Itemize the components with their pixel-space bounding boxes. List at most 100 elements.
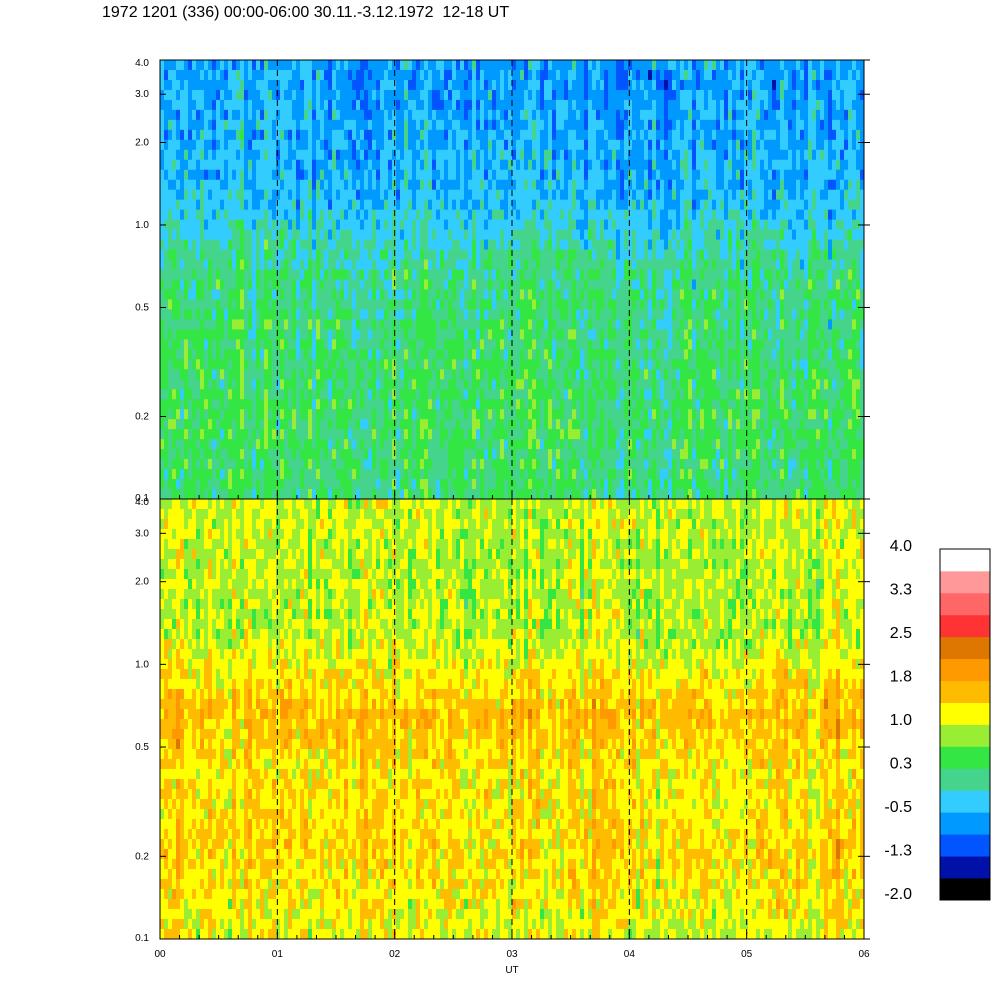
heatmap-cell	[468, 119, 473, 131]
heatmap-cell	[404, 489, 409, 500]
heatmap-cell	[276, 139, 281, 151]
heatmap-cell	[444, 309, 449, 320]
heatmap-cell	[540, 329, 545, 340]
heatmap-cell	[408, 119, 413, 131]
heatmap-cell	[520, 229, 525, 240]
heatmap-cell	[248, 179, 253, 191]
heatmap-cell	[428, 109, 433, 121]
heatmap-cell	[604, 299, 609, 310]
heatmap-cell	[460, 439, 465, 450]
heatmap-cell	[228, 429, 233, 440]
heatmap-cell	[508, 349, 513, 360]
heatmap-cell	[164, 60, 169, 71]
heatmap-cell	[304, 219, 309, 231]
heatmap-cell	[316, 369, 321, 380]
heatmap-cell	[520, 249, 525, 260]
heatmap-cell	[364, 489, 369, 500]
heatmap-cell	[596, 379, 601, 390]
heatmap-cell	[352, 409, 357, 420]
heatmap-cell	[264, 79, 269, 91]
heatmap-cell	[344, 199, 349, 211]
heatmap-cell	[344, 179, 349, 191]
heatmap-cell	[276, 379, 281, 390]
heatmap-cell	[408, 359, 413, 370]
heatmap-cell	[484, 179, 489, 191]
heatmap-cell	[200, 259, 205, 270]
heatmap-cell	[356, 349, 361, 360]
heatmap-cell	[476, 149, 481, 161]
heatmap-cell	[264, 479, 269, 490]
heatmap-cell	[452, 149, 457, 161]
heatmap-cell	[176, 119, 181, 131]
heatmap-cell	[352, 309, 357, 320]
heatmap-cell	[300, 449, 305, 460]
heatmap-cell	[308, 429, 313, 440]
heatmap-cell	[200, 369, 205, 380]
heatmap-cell	[364, 359, 369, 370]
heatmap-cell	[568, 479, 573, 490]
heatmap-cell	[188, 409, 193, 420]
heatmap-cell	[472, 189, 477, 201]
heatmap-cell	[288, 489, 293, 500]
heatmap-cell	[236, 239, 241, 250]
heatmap-cell	[456, 60, 461, 71]
heatmap-cell	[520, 469, 525, 480]
heatmap-cell	[400, 459, 405, 470]
heatmap-cell	[192, 439, 197, 450]
heatmap-cell	[472, 449, 477, 460]
heatmap-cell	[436, 159, 441, 171]
heatmap-cell	[484, 169, 489, 181]
heatmap-cell	[516, 319, 521, 330]
heatmap-cell	[260, 459, 265, 470]
heatmap-cell	[580, 489, 585, 500]
heatmap-cell	[444, 209, 449, 221]
heatmap-cell	[236, 60, 241, 71]
heatmap-cell	[596, 60, 601, 71]
heatmap-cell	[336, 339, 341, 350]
heatmap-cell	[488, 139, 493, 151]
heatmap-cell	[356, 489, 361, 500]
heatmap-cell	[608, 239, 613, 250]
heatmap-cell	[356, 419, 361, 430]
heatmap-cell	[532, 239, 537, 250]
heatmap-cell	[544, 309, 549, 320]
heatmap-cell	[424, 339, 429, 350]
heatmap-cell	[520, 389, 525, 400]
heatmap-cell	[380, 369, 385, 380]
heatmap-cell	[576, 229, 581, 240]
heatmap-cell	[596, 419, 601, 430]
heatmap-cell	[424, 299, 429, 310]
heatmap-cell	[192, 289, 197, 300]
heatmap-cell	[172, 239, 177, 250]
heatmap-cell	[508, 239, 513, 250]
heatmap-cell	[220, 139, 225, 151]
heatmap-cell	[344, 109, 349, 121]
heatmap-cell	[324, 299, 329, 310]
heatmap-cell	[336, 439, 341, 450]
heatmap-cell	[412, 149, 417, 161]
heatmap-cell	[548, 199, 553, 211]
heatmap-cell	[308, 249, 313, 260]
heatmap-cell	[500, 89, 505, 101]
heatmap-cell	[484, 439, 489, 450]
heatmap-cell	[472, 229, 477, 240]
heatmap-cell	[192, 149, 197, 161]
heatmap-cell	[376, 329, 381, 340]
heatmap-cell	[572, 169, 577, 181]
heatmap-cell	[224, 149, 229, 161]
heatmap-cell	[528, 339, 533, 350]
heatmap-cell	[528, 169, 533, 181]
heatmap-cell	[400, 349, 405, 360]
heatmap-cell	[448, 429, 453, 440]
heatmap-cell	[256, 359, 261, 370]
heatmap-cell	[236, 409, 241, 420]
heatmap-cell	[164, 349, 169, 360]
heatmap-cell	[508, 329, 513, 340]
heatmap-cell	[468, 219, 473, 231]
heatmap-cell	[236, 319, 241, 330]
heatmap-cell	[232, 299, 237, 310]
heatmap-cell	[260, 349, 265, 360]
heatmap-cell	[244, 289, 249, 300]
heatmap-cell	[524, 359, 529, 370]
heatmap-cell	[440, 109, 445, 121]
